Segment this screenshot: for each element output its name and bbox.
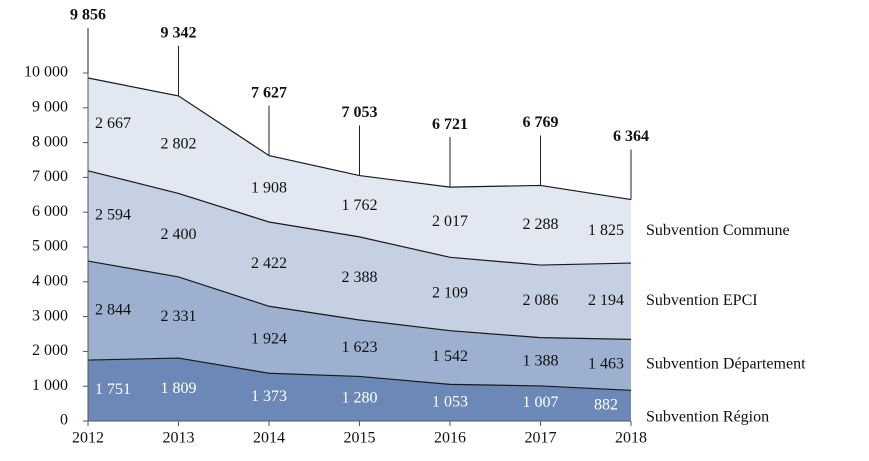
value-label: 2 667: [95, 115, 131, 132]
value-label: 1 825: [588, 222, 624, 239]
y-tick-label: 0: [60, 412, 68, 429]
value-label: 2 288: [523, 216, 559, 233]
value-label: 1 388: [523, 352, 559, 369]
x-tick-label: 2013: [163, 430, 195, 447]
total-label: 6 769: [523, 114, 559, 131]
value-label: 1 007: [523, 394, 559, 411]
y-tick-label: 10 000: [24, 64, 68, 81]
y-tick-label: 7 000: [32, 168, 68, 185]
value-label: 2 844: [95, 301, 131, 318]
value-label: 1 373: [251, 388, 287, 405]
value-label: 1 053: [432, 393, 468, 410]
x-tick-label: 2016: [434, 430, 466, 447]
value-label: 2 331: [161, 308, 197, 325]
value-label: 1 762: [342, 197, 378, 214]
y-tick-label: 1 000: [32, 377, 68, 394]
area-edge: [87, 260, 632, 340]
value-label: 1 908: [251, 179, 287, 196]
total-label: 6 364: [613, 128, 649, 145]
x-tick-label: 2018: [615, 430, 647, 447]
value-label: 1 924: [251, 330, 287, 347]
y-tick-label: 4 000: [32, 272, 68, 289]
x-tick-label: 2014: [253, 430, 285, 447]
area: [88, 261, 631, 391]
legend-label: Subvention Commune: [646, 222, 790, 239]
area-edge: [87, 357, 632, 391]
area: [88, 358, 631, 421]
value-label: 882: [594, 396, 618, 413]
value-label: 2 594: [95, 207, 131, 224]
y-tick-label: 3 000: [32, 307, 68, 324]
y-tick-label: 5 000: [32, 238, 68, 255]
legend-label: Subvention Département: [646, 356, 806, 373]
value-label: 2 109: [432, 285, 468, 302]
x-tick-label: 2015: [344, 430, 376, 447]
value-label: 2 194: [588, 292, 624, 309]
area-edge: [87, 170, 632, 266]
value-label: 1 623: [342, 339, 378, 356]
y-tick-label: 9 000: [32, 98, 68, 115]
value-label: 1 809: [161, 380, 197, 397]
x-tick-label: 2017: [525, 430, 557, 447]
value-label: 2 400: [161, 226, 197, 243]
y-tick-label: 6 000: [32, 203, 68, 220]
area: [88, 170, 631, 340]
y-tick-label: 2 000: [32, 342, 68, 359]
x-tick-label: 2012: [72, 430, 104, 447]
total-label: 7 053: [342, 104, 378, 121]
total-label: 9 856: [70, 7, 106, 24]
value-label: 2 422: [251, 255, 287, 272]
value-label: 1 463: [588, 356, 624, 373]
value-label: 2 802: [161, 135, 197, 152]
legend-label: Subvention EPCI: [646, 292, 758, 309]
value-label: 1 542: [432, 348, 468, 365]
value-label: 2 388: [342, 269, 378, 286]
y-tick-label: 8 000: [32, 133, 68, 150]
area: [88, 78, 631, 266]
total-label: 6 721: [432, 116, 468, 133]
legend-label: Subvention Région: [646, 408, 769, 425]
value-label: 2 086: [523, 292, 559, 309]
total-label: 9 342: [161, 25, 197, 42]
value-label: 1 751: [95, 381, 131, 398]
value-label: 2 017: [432, 213, 468, 230]
value-label: 1 280: [342, 389, 378, 406]
total-label: 7 627: [251, 84, 287, 101]
